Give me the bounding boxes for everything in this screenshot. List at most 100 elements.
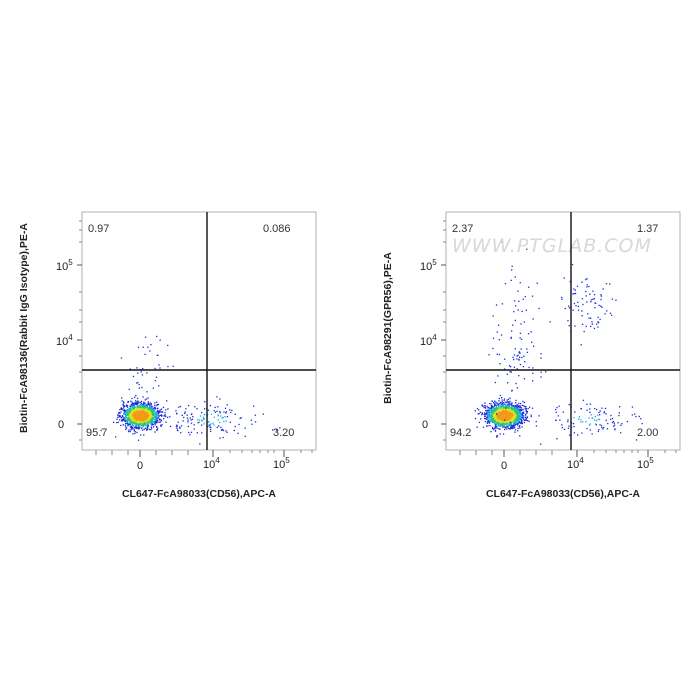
event-dot-cd56-main [507, 426, 509, 428]
event-dot-cd56-main [512, 421, 514, 423]
event-dot-cd56-low [224, 407, 227, 409]
event-dot-cd56-main [481, 412, 483, 414]
event-dot-cd56-main [499, 413, 501, 416]
event-dot-cd56-main [144, 424, 146, 427]
event-dot-cd56-low [588, 424, 591, 426]
plot-frame [81, 211, 317, 451]
event-dot-upper-dim [137, 381, 139, 384]
event-dot-cd56-main [499, 433, 501, 435]
event-dot-cd56-main [138, 419, 140, 421]
event-dot-cd56-low [569, 434, 571, 436]
event-dot-cd56-main [125, 412, 127, 414]
event-dot-cd56-main [505, 411, 507, 413]
event-dot-cd56-main [148, 411, 150, 414]
event-dot-cd56-main [127, 411, 129, 413]
event-dot-cd56-main [519, 422, 521, 424]
event-dot-cd56-main [161, 424, 163, 426]
event-dot-cd56-low [165, 421, 167, 423]
event-dot-cd56-main [121, 409, 123, 411]
event-dot-cd56-low [222, 436, 224, 439]
event-dot-cd56-low [599, 414, 601, 416]
event-dot-cd56-main [506, 426, 508, 428]
event-dot-gpr56-cd56- [572, 293, 574, 295]
event-dot-cd56-main [507, 421, 510, 423]
event-dot-cd56-main [519, 427, 521, 429]
event-dot-cd56-main [150, 406, 152, 408]
event-dot-gpr56-cd56- [586, 284, 588, 286]
event-dot-gpr56-cd56- [568, 325, 570, 327]
event-dot-cd56-main [499, 421, 501, 423]
event-dot-cd56-main [517, 419, 519, 421]
event-dot-cd56-main [155, 412, 157, 415]
event-dot-cd56-main [150, 422, 152, 424]
event-dot-gpr56-cd56- [520, 348, 522, 350]
event-dot-cd56-main [484, 413, 486, 415]
event-dot-cd56-main [504, 426, 506, 428]
event-dot-cd56-main [502, 425, 504, 428]
event-dot-gpr56-cd56- [522, 298, 524, 300]
event-dot-cd56-main [491, 409, 493, 411]
event-dot-cd56-main [493, 428, 495, 430]
event-dot-gpr56-cd56- [499, 363, 501, 365]
event-dot-cd56-main [143, 417, 145, 420]
event-dot-cd56-main [511, 419, 513, 422]
event-dot-cd56-main [502, 408, 504, 410]
event-dot-cd56-low [262, 413, 264, 415]
event-dot-cd56-low [605, 413, 607, 415]
event-dot-cd56-low [279, 427, 281, 429]
event-dot-cd56-main [498, 412, 500, 414]
event-dot-cd56-main [119, 416, 121, 418]
event-dot-cd56-main [131, 403, 133, 405]
quadrant-top-left-percent: 0.97 [88, 223, 109, 235]
event-dot-gpr56-cd56- [532, 380, 534, 382]
event-dot-cd56-low [635, 439, 638, 441]
event-dot-cd56-main [124, 410, 126, 412]
event-dot-cd56-low [635, 415, 637, 418]
event-dot-cd56-main [507, 401, 510, 403]
event-dot-cd56-main [158, 421, 160, 423]
event-dot-cd56-main [145, 398, 148, 400]
event-dot-cd56-main [494, 427, 496, 429]
event-dot-cd56-main [486, 414, 488, 416]
event-dot-cd56-main [153, 418, 155, 421]
event-dot-cd56-main [145, 419, 147, 421]
event-dot-cd56-main [144, 420, 146, 423]
event-dot-cd56-low [225, 411, 228, 413]
event-dot-cd56-main [490, 431, 492, 433]
event-dot-cd56-main [478, 413, 480, 415]
event-dot-cd56-low [596, 408, 598, 411]
event-dot-cd56-main [142, 414, 144, 416]
event-dot-cd56-main [503, 414, 505, 416]
event-dot-cd56-main [156, 429, 158, 431]
event-dot-gpr56-cd56- [514, 348, 516, 350]
event-dot-cd56-main [509, 418, 511, 420]
event-dot-cd56-main [158, 414, 160, 417]
event-dot-cd56-main [146, 407, 149, 409]
event-dot-cd56-main [100, 429, 102, 432]
event-dot-cd56-main [491, 415, 493, 417]
event-dot-cd56-main [129, 424, 131, 426]
event-dot-cd56-main [142, 410, 144, 412]
event-dot-cd56-main [524, 416, 526, 418]
event-dot-cd56-main [509, 402, 511, 404]
event-dot-cd56-main [128, 430, 130, 433]
event-dot-cd56-main [521, 417, 523, 419]
event-dot-cd56-main [126, 408, 128, 411]
event-dot-cd56-main [149, 402, 152, 404]
event-dot-cd56-main [145, 408, 147, 410]
event-dot-cd56-main [511, 427, 513, 429]
event-dot-gpr56-cd56- [527, 333, 530, 335]
event-dot-cd56-main [513, 423, 516, 425]
event-dot-cd56-main [512, 407, 514, 410]
event-dot-gpr56-cd56- [574, 325, 576, 327]
event-dot-cd56-low [187, 425, 189, 428]
event-dot-cd56-main [125, 420, 127, 422]
event-dot-cd56-main [489, 425, 491, 427]
event-dot-cd56-main [132, 425, 134, 427]
event-dot-gpr56-cd56- [605, 283, 608, 285]
event-dot-cd56-main [152, 423, 154, 426]
event-dot-cd56-main [474, 410, 476, 412]
event-dot-cd56-low [580, 408, 582, 410]
event-dot-gpr56-cd56- [532, 367, 534, 369]
event-dot-cd56-main [488, 410, 491, 412]
